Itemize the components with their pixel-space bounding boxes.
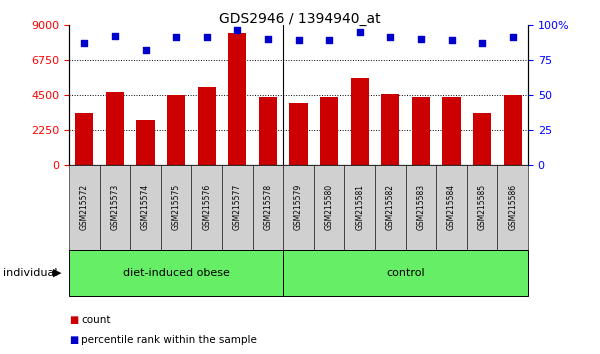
Bar [442, 97, 461, 165]
Point [355, 29, 365, 35]
Text: GSM215578: GSM215578 [263, 184, 272, 230]
Bar [350, 78, 369, 165]
Point [508, 35, 517, 40]
Text: diet-induced obese: diet-induced obese [122, 268, 230, 278]
Text: GSM215585: GSM215585 [478, 184, 487, 230]
Text: GSM215581: GSM215581 [355, 184, 364, 230]
Text: ■: ■ [69, 335, 78, 345]
Bar [197, 87, 216, 165]
Text: GDS2946 / 1394940_at: GDS2946 / 1394940_at [219, 12, 381, 27]
Text: GSM215579: GSM215579 [294, 184, 303, 230]
Text: GSM215580: GSM215580 [325, 184, 334, 230]
Text: individual: individual [3, 268, 58, 278]
Bar [106, 92, 124, 165]
Bar [412, 97, 430, 165]
Text: GSM215582: GSM215582 [386, 184, 395, 230]
Bar [473, 113, 491, 165]
Point [233, 28, 242, 33]
Text: count: count [81, 315, 110, 325]
Text: GSM215573: GSM215573 [110, 184, 119, 230]
Bar [259, 97, 277, 165]
Bar [381, 94, 400, 165]
Point [478, 40, 487, 46]
Point [79, 40, 89, 46]
Point [110, 33, 120, 39]
Point [263, 36, 272, 41]
Text: GSM215586: GSM215586 [508, 184, 517, 230]
Point [140, 47, 150, 53]
Point [416, 36, 426, 41]
Bar [503, 95, 522, 165]
Text: GSM215577: GSM215577 [233, 184, 242, 230]
Point [172, 35, 181, 40]
Text: control: control [386, 268, 425, 278]
Text: ▶: ▶ [53, 268, 61, 278]
Bar [136, 120, 155, 165]
Text: ■: ■ [69, 315, 78, 325]
Text: GSM215572: GSM215572 [80, 184, 89, 230]
Point [386, 35, 395, 40]
Text: GSM215574: GSM215574 [141, 184, 150, 230]
Text: GSM215583: GSM215583 [416, 184, 425, 230]
Bar [167, 95, 185, 165]
Point [202, 35, 212, 40]
Point [446, 37, 457, 43]
Bar [228, 33, 247, 165]
Point [294, 37, 304, 43]
Text: GSM215575: GSM215575 [172, 184, 181, 230]
Bar [75, 113, 94, 165]
Text: percentile rank within the sample: percentile rank within the sample [81, 335, 257, 345]
Point [324, 37, 334, 43]
Text: GSM215584: GSM215584 [447, 184, 456, 230]
Bar [320, 97, 338, 165]
Text: GSM215576: GSM215576 [202, 184, 211, 230]
Bar [289, 103, 308, 165]
